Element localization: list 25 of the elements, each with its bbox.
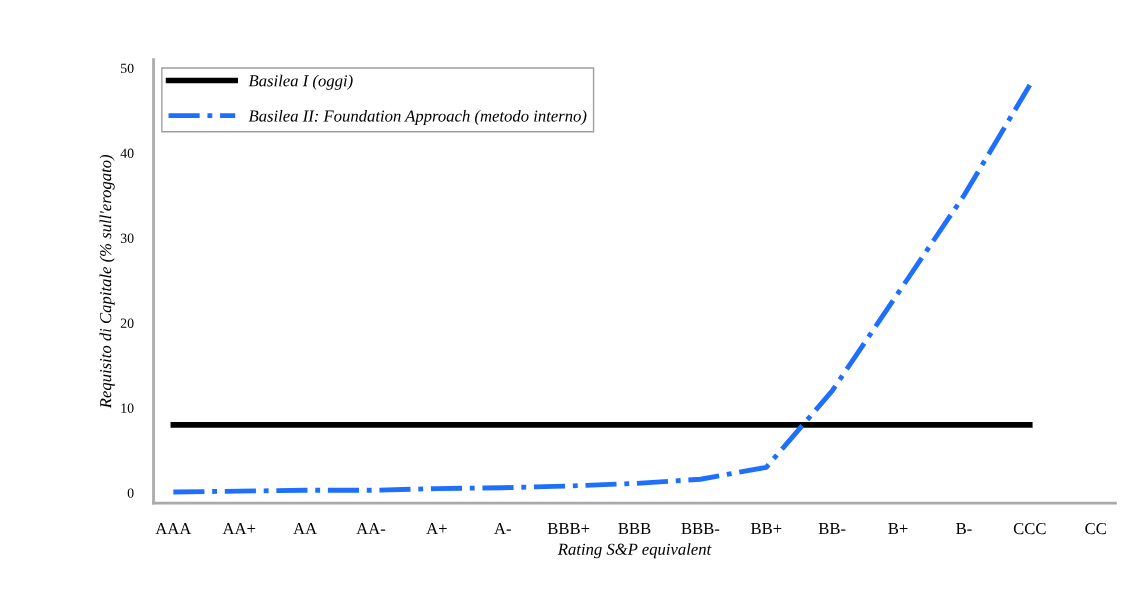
x-tick-label: BBB-	[681, 523, 720, 535]
x-axis-title: Rating S&P equivalent	[557, 543, 712, 559]
y-tick-label: 20	[120, 318, 134, 328]
y-tick-label: 40	[120, 148, 134, 158]
y-tick-label: 50	[121, 63, 134, 74]
x-tick-label: AA	[293, 523, 317, 535]
x-tick-label: A+	[426, 523, 447, 535]
y-axis-title: Requisito di Capitale (% sull'erogato)	[99, 154, 115, 409]
x-tick-label: AA+	[222, 523, 256, 535]
x-tick-label: CC	[1085, 523, 1106, 535]
y-tick-label: 30	[120, 233, 134, 243]
x-tick-label: BBB	[618, 523, 651, 535]
legend-label: Basilea II: Foundation Approach (metodo interno)	[248, 109, 587, 126]
legend-label: Basilea I (oggi)	[248, 74, 353, 90]
x-tick-label: A-	[494, 523, 511, 535]
x-tick-label: AAA	[155, 523, 192, 535]
y-tick-label: 10	[121, 403, 134, 413]
x-tick-label: BBB+	[547, 523, 590, 535]
x-tick-label: BB-	[818, 523, 846, 535]
x-tick-label: CCC	[1013, 523, 1046, 535]
y-tick-label: 0	[127, 488, 134, 498]
x-tick-label: B+	[888, 523, 908, 535]
x-tick-label: BB+	[750, 523, 782, 535]
x-tick-label: AA-	[356, 523, 386, 535]
x-tick-label: B-	[956, 523, 972, 535]
